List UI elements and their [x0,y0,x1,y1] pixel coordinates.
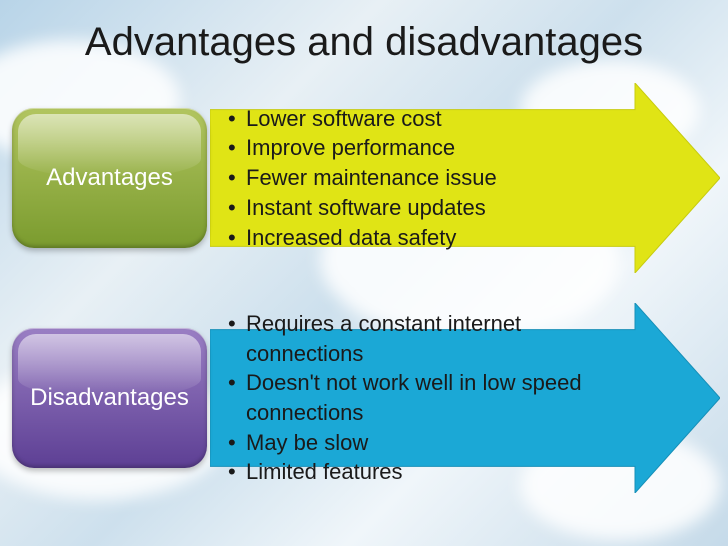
bullet-item: Doesn't not work well in low speed conne… [228,368,625,427]
page-title: Advantages and disadvantages [0,20,728,65]
advantages-list: Lower software costImprove performanceFe… [228,91,625,265]
bullet-item: Improve performance [228,133,625,163]
bullet-item: Lower software cost [228,104,625,134]
bullet-item: Fewer maintenance issue [228,163,625,193]
bullet-item: Requires a constant internet connections [228,309,625,368]
row-advantages: Lower software costImprove performanceFe… [0,83,728,273]
bullet-item: Increased data safety [228,223,625,253]
bullet-item: May be slow [228,428,625,458]
arrow-disadvantages: Requires a constant internet connections… [210,303,720,493]
badge-label: Advantages [46,164,173,192]
slide-container: Advantages and disadvantages Lower softw… [0,0,728,546]
badge-disadvantages: Disadvantages [12,328,207,468]
badge-advantages: Advantages [12,108,207,248]
disadvantages-list: Requires a constant internet connections… [228,311,625,485]
bullet-item: Limited features [228,457,625,487]
bullet-item: Instant software updates [228,193,625,223]
arrow-advantages: Lower software costImprove performanceFe… [210,83,720,273]
badge-label: Disadvantages [30,384,189,412]
row-disadvantages: Requires a constant internet connections… [0,303,728,493]
